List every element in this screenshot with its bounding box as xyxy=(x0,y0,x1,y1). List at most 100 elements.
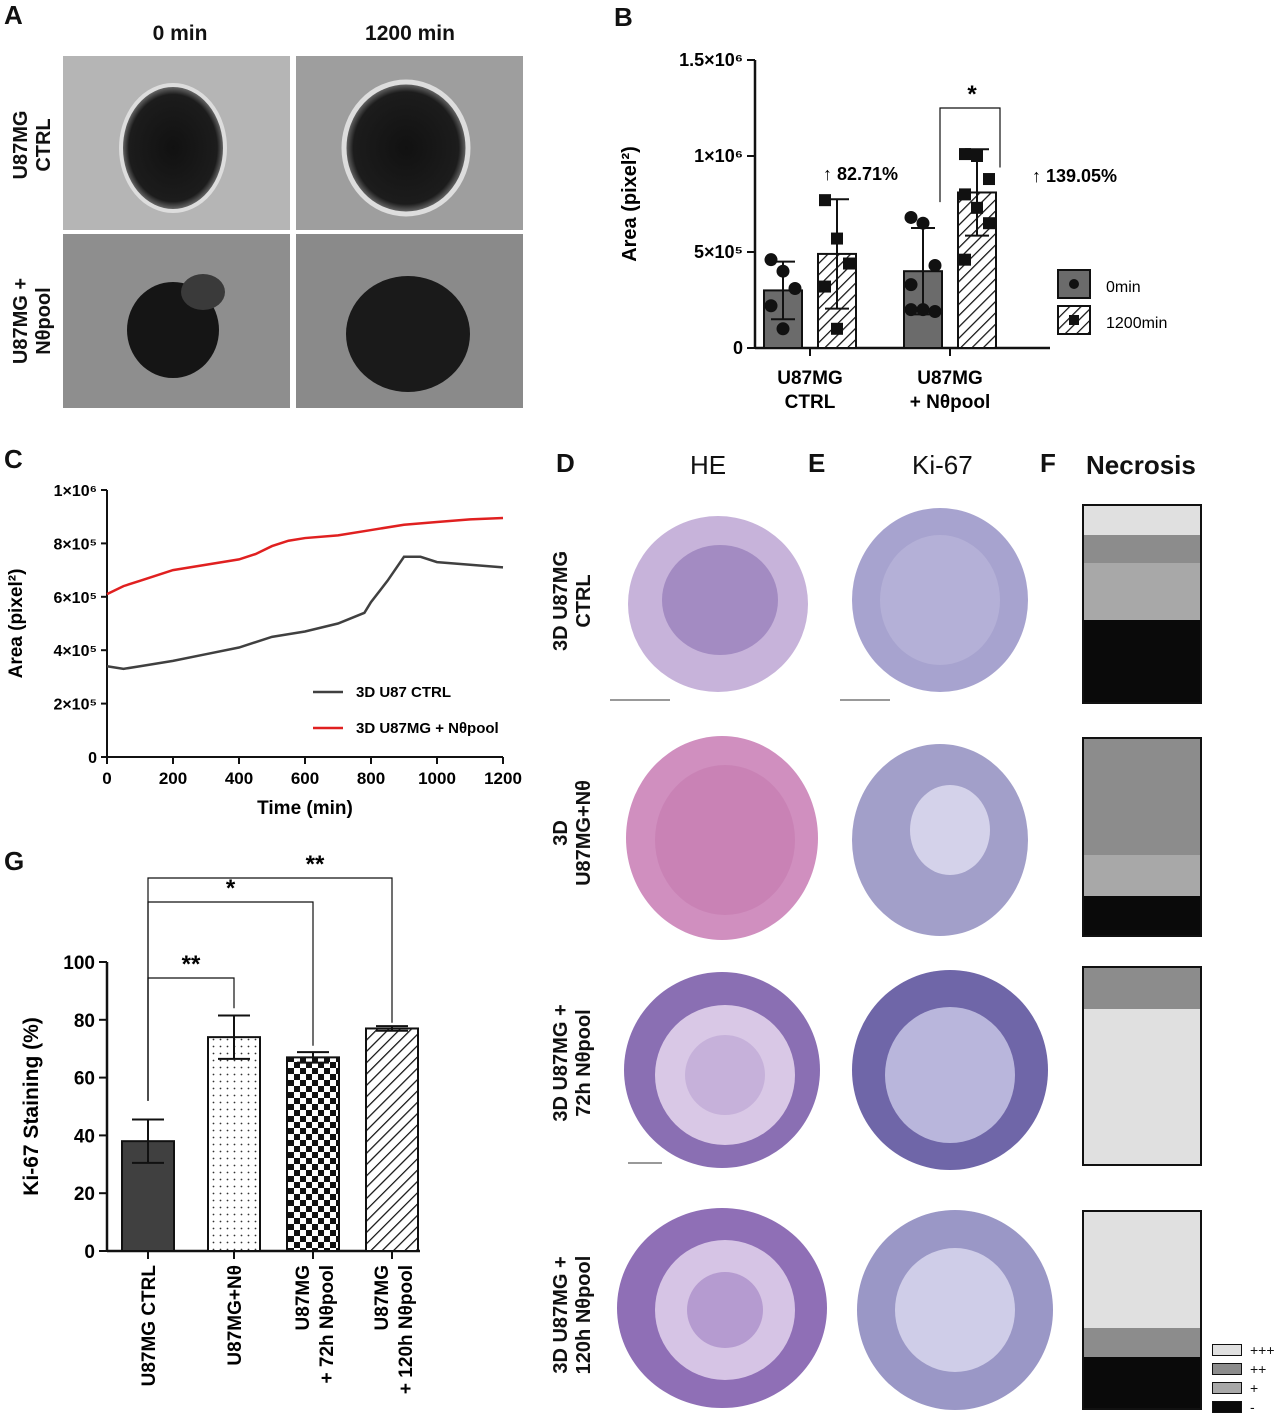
data-point xyxy=(928,305,942,319)
necrosis-segment xyxy=(1084,1357,1200,1408)
legend-label-1: ++ xyxy=(1250,1360,1267,1377)
panel-e-letter: E xyxy=(808,448,826,478)
necrosis-segment xyxy=(1084,739,1200,855)
series-line-0 xyxy=(106,555,504,671)
legend-row-3: - xyxy=(1212,1397,1278,1416)
legend-row-1: ++ xyxy=(1212,1359,1278,1378)
necrosis-bar-1 xyxy=(1082,737,1202,937)
x-category-label: U87MG+Nθ xyxy=(225,1265,246,1366)
legend-swatch-0 xyxy=(1212,1343,1242,1356)
histology-row-label-3: 3D U87MG + 120h Nθpool xyxy=(550,1255,595,1375)
panel-e-title: Ki-67 xyxy=(912,450,973,480)
bar xyxy=(365,1027,419,1252)
data-point xyxy=(776,322,790,336)
y-tick-label: 100 xyxy=(63,953,95,974)
y-tick-label: 60 xyxy=(74,1069,95,1090)
y-tick-label: 1×10⁶ xyxy=(54,483,97,500)
histology-row-label-0: 3D U87MG CTRL xyxy=(550,550,595,652)
significance-label-0: ** xyxy=(182,951,201,978)
spheroid-image-npool-1200min xyxy=(296,234,523,408)
panel-f-title: Necrosis xyxy=(1086,450,1196,480)
y-axis-label: Area (pixel²) xyxy=(6,569,27,679)
y-tick-label: 5×10⁵ xyxy=(694,242,743,262)
data-point xyxy=(916,216,930,230)
data-point xyxy=(776,264,790,278)
x-category-label: U87MG + Nθpool xyxy=(910,368,990,413)
panel-g-letter: G xyxy=(4,846,25,876)
necrosis-segment xyxy=(1084,1327,1200,1358)
ki67-image-ctrl xyxy=(840,508,1028,701)
panel-a-col-label-1: 1200 min xyxy=(365,22,455,45)
x-category-label: U87MG + 120h Nθpool xyxy=(372,1265,417,1394)
necrosis-segment xyxy=(1084,895,1200,935)
he-image-ctrl xyxy=(610,516,808,701)
data-point xyxy=(983,217,995,230)
data-point xyxy=(819,194,831,207)
data-point xyxy=(959,148,971,161)
legend-label-0: 3D U87 CTRL xyxy=(356,684,451,701)
he-image-120h xyxy=(617,1208,827,1408)
x-tick-label: 0 xyxy=(102,769,111,788)
panel-a-row-label-0: U87MG CTRL xyxy=(10,110,55,180)
data-point xyxy=(819,280,831,293)
bar xyxy=(286,1056,340,1252)
significance-star: * xyxy=(967,81,977,108)
x-category-label: U87MG + 72h Nθpool xyxy=(293,1265,338,1383)
significance-bracket xyxy=(939,107,1001,203)
x-axis-label: Time (min) xyxy=(257,798,353,819)
x-category-label: U87MG CTRL xyxy=(777,368,842,413)
legend-label-3: - xyxy=(1250,1398,1255,1415)
spheroid-image-ctrl-0min xyxy=(63,56,290,230)
legend-swatch-1 xyxy=(1212,1362,1242,1375)
y-tick-label: 0 xyxy=(88,750,97,767)
series-line-1 xyxy=(106,516,504,596)
y-tick-label: 0 xyxy=(733,338,743,358)
necrosis-segment xyxy=(1084,1212,1200,1328)
x-tick-label: 1200 xyxy=(484,769,522,788)
x-tick-label: 1000 xyxy=(418,769,456,788)
ki67-image-n xyxy=(852,744,1028,936)
necrosis-bar-2 xyxy=(1082,966,1202,1166)
panel-f-letter: F xyxy=(1040,448,1056,478)
x-tick-label: 800 xyxy=(357,769,385,788)
data-point xyxy=(904,210,918,224)
necrosis-segment xyxy=(1084,506,1200,536)
annotation-ctrl: ↑ 82.71% xyxy=(823,164,898,184)
necrosis-segment xyxy=(1084,1009,1200,1164)
data-point xyxy=(843,257,855,270)
chart-b: 0 5×10⁵ 1×10⁶ 1.5×10⁶ Area (pixel²) U87MG CTRL… xyxy=(619,50,1167,413)
legend-label-1200min: 1200min xyxy=(1106,315,1167,332)
ki67-image-120h xyxy=(857,1210,1053,1410)
data-point xyxy=(971,150,983,162)
histology-row-label-1: 3D U87MG+Nθ xyxy=(550,780,595,886)
necrosis-bar-3 xyxy=(1082,1210,1202,1410)
y-tick-label: 2×10⁵ xyxy=(53,697,97,714)
data-point xyxy=(788,281,802,295)
y-axis-label: Area (pixel²) xyxy=(619,146,641,262)
spheroid-image-ctrl-1200min xyxy=(296,56,523,230)
data-point xyxy=(831,232,843,245)
y-axis-label: Ki-67 Staining (%) xyxy=(20,1017,43,1196)
y-tick-label: 1.5×10⁶ xyxy=(679,50,743,70)
necrosis-segment xyxy=(1084,968,1200,1010)
significance-label-2: ** xyxy=(306,851,325,878)
necrosis-legend: +++ ++ + - xyxy=(1212,1340,1278,1416)
data-point xyxy=(916,303,930,317)
legend-row-2: + xyxy=(1212,1378,1278,1397)
y-tick-label: 20 xyxy=(74,1184,95,1205)
panel-c-letter: C xyxy=(4,444,23,474)
necrosis-segment xyxy=(1084,562,1200,620)
histology-row-label-2: 3D U87MG + 72h Nθpool xyxy=(550,1004,595,1122)
legend-swatch-3 xyxy=(1212,1400,1242,1413)
panel-a-letter: A xyxy=(4,0,23,30)
necrosis-segment xyxy=(1084,854,1200,896)
legend-marker-0min xyxy=(1069,279,1079,289)
panel-b-letter: B xyxy=(614,2,633,32)
y-tick-label: 40 xyxy=(74,1126,95,1147)
spheroid-image-npool-0min xyxy=(63,234,290,408)
chart-g: 0 20 40 60 80 100 Ki-67 Staining (%) U87MG CTRL… xyxy=(20,851,420,1394)
data-point xyxy=(764,253,778,267)
x-tick-label: 400 xyxy=(225,769,253,788)
data-point xyxy=(928,258,942,272)
y-tick-label: 6×10⁵ xyxy=(53,590,97,607)
